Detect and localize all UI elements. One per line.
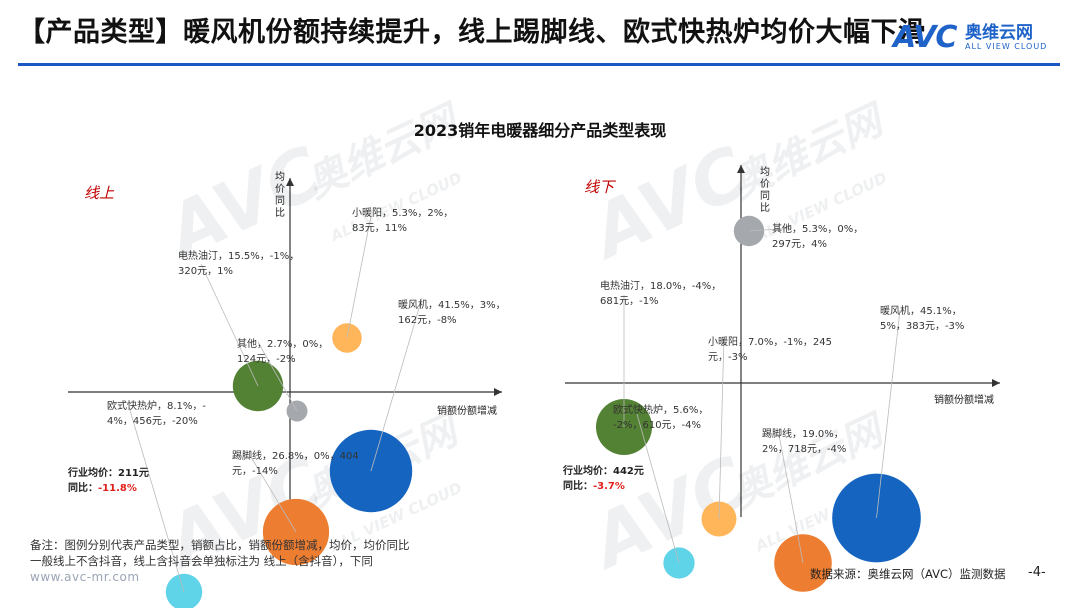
y-axis-label: 比 <box>275 207 285 219</box>
industry-yoy: 同比：-11.8% <box>68 481 137 494</box>
y-axis-label: 同 <box>760 190 770 202</box>
data-label: 2%，718元，-4% <box>762 444 846 455</box>
leader-line <box>636 413 680 564</box>
data-label: 297元，4% <box>772 239 827 250</box>
leader-line <box>200 263 259 387</box>
leader-line <box>718 336 725 520</box>
leader-line <box>257 341 298 412</box>
website-url: www.avc-mr.com <box>30 570 140 584</box>
y-axis-arrow <box>286 178 294 186</box>
data-label: 暖风机，45.1%， <box>880 304 962 317</box>
data-label: 欧式快热炉，5.6%， <box>613 403 708 416</box>
data-label: 162元，-8% <box>398 315 457 326</box>
x-axis-label: 销额份额增减 <box>934 393 994 406</box>
data-label: 83元，11% <box>352 223 407 234</box>
x-axis-arrow <box>992 379 1000 387</box>
data-label: 元，-3% <box>708 352 747 363</box>
logo-cn: 奥维云网 <box>965 23 1033 43</box>
footnote-line: 一般线上不含抖音，线上含抖音会单独标注为 线上（含抖音），下同 <box>30 554 373 568</box>
data-label: 124元，-2% <box>237 354 296 365</box>
data-label: 5%，383元，-3% <box>880 321 964 332</box>
y-axis-label: 均 <box>275 171 285 183</box>
chart-title: 2023销年电暖器细分产品类型表现 <box>413 121 667 140</box>
x-axis-label: 销额份额增减 <box>437 404 497 417</box>
data-label: 681元，-1% <box>600 296 659 307</box>
leader-line <box>250 456 297 533</box>
leader-line <box>748 227 793 232</box>
industry-avg: 行业均价：211元 <box>67 466 149 479</box>
x-axis-arrow <box>494 388 502 396</box>
industry-yoy: 同比：-3.7% <box>563 479 625 492</box>
leader-line <box>778 434 804 564</box>
data-source: 数据来源：奥维云网（AVC）监测数据 <box>810 567 1006 581</box>
panel-label: 线下 <box>584 178 617 196</box>
page-title: 【产品类型】暖风机份额持续提升，线上踢脚线、欧式快热炉均价大幅下滑 <box>18 17 926 48</box>
panel-label: 线上 <box>84 184 115 202</box>
data-label: 电热油汀，15.5%，-1%， <box>178 249 299 262</box>
page-number: -4- <box>1028 565 1046 580</box>
data-label: 4%，456元，-20% <box>107 416 198 427</box>
logo-en: ALL VIEW CLOUD <box>965 42 1048 51</box>
leader-line <box>128 406 185 593</box>
data-label: 踢脚线，26.8%，0%，404 <box>232 449 359 462</box>
y-axis-label: 比 <box>760 202 770 214</box>
data-label: 其他，5.3%，0%， <box>772 222 863 235</box>
avc-logo: AVC 奥维云网 ALL VIEW CLOUD <box>893 18 1063 60</box>
data-label: 小暖阳，5.3%，2%， <box>352 206 453 219</box>
data-label: 欧式快热炉，8.1%，- <box>107 399 206 412</box>
title-underline <box>18 63 1060 66</box>
data-label: -2%，610元，-4% <box>613 420 701 431</box>
data-label: 其他，2.7%，0%， <box>237 337 328 350</box>
y-axis-label: 价 <box>760 178 770 190</box>
leader-line <box>370 297 423 472</box>
industry-avg: 行业均价：442元 <box>562 464 644 477</box>
data-label: 电热油汀，18.0%，-4%， <box>600 279 721 292</box>
footnote-line: 备注：图例分别代表产品类型，销额占比，销额份额增减，均价，均价同比 <box>30 538 410 552</box>
footnote: 备注：图例分别代表产品类型，销额占比，销额份额增减，均价，均价同比 一般线上不含… <box>30 537 410 569</box>
data-label: 暖风机，41.5%，3%， <box>398 298 506 311</box>
y-axis-arrow <box>737 165 745 173</box>
y-axis-label: 同 <box>275 195 285 207</box>
logo-mark: AVC <box>893 20 957 55</box>
data-label: 踢脚线，19.0%， <box>762 427 844 440</box>
leader-line <box>876 309 901 519</box>
data-label: 小暖阳，7.0%，-1%，245 <box>708 335 832 348</box>
leader-line <box>346 215 372 339</box>
y-axis-label: 均 <box>760 166 770 178</box>
data-label: 320元，1% <box>178 266 233 277</box>
data-label: 元，-14% <box>232 466 278 477</box>
y-axis-label: 价 <box>275 183 285 195</box>
